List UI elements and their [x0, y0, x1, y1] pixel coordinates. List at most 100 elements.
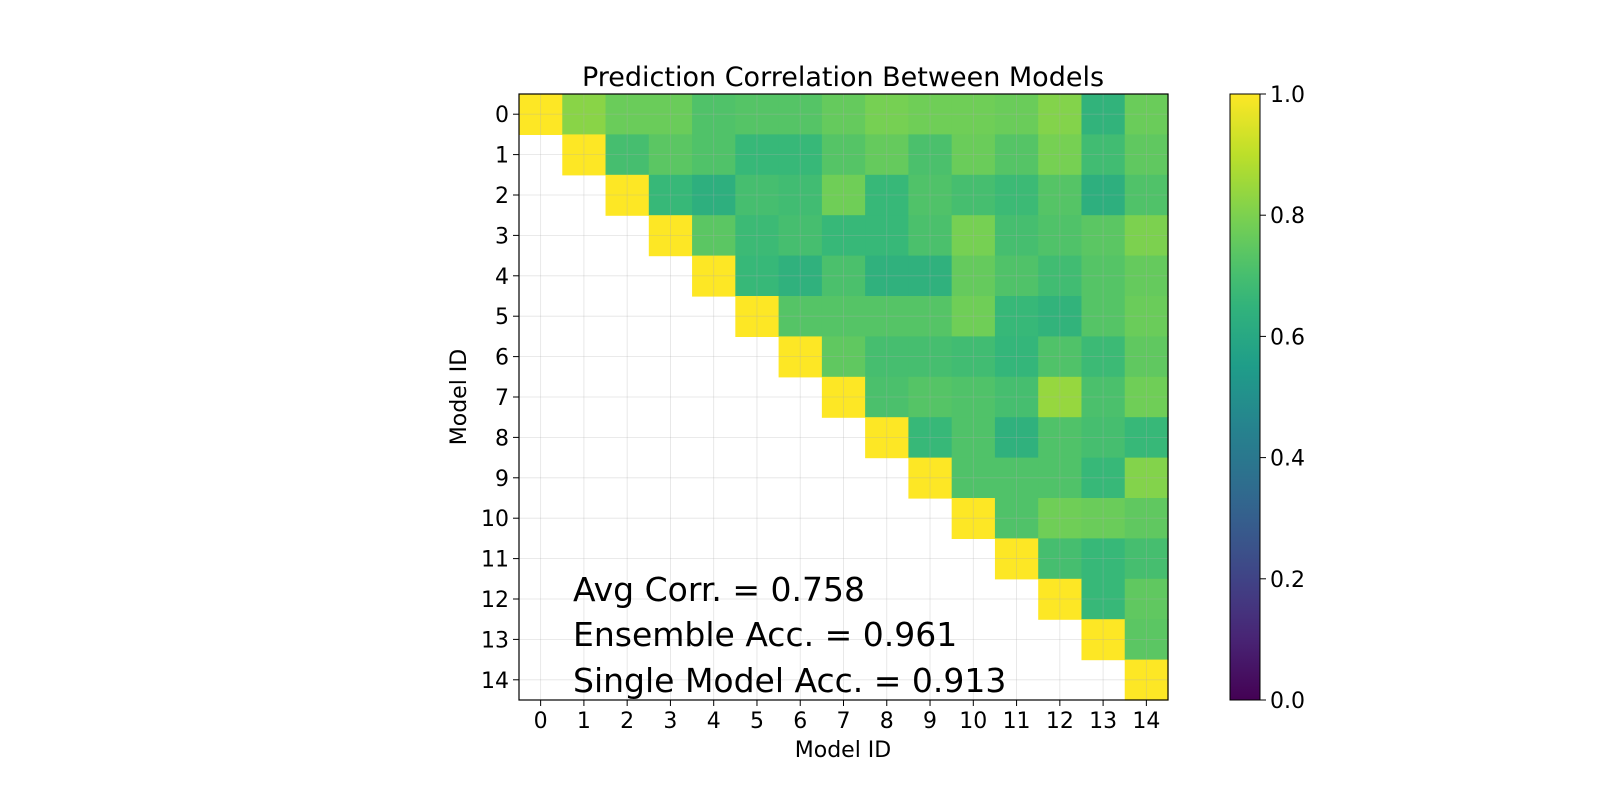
heatmap-cell-12-13: [1081, 578, 1126, 620]
heatmap-cell-2-4: [692, 174, 736, 216]
heatmap-cell-7-8: [865, 376, 909, 418]
heatmap-cell-4-4: [692, 255, 736, 297]
heatmap-cell-1-4: [692, 134, 736, 176]
ensemble-acc-annotation: Ensemble Acc. = 0.961: [573, 615, 957, 654]
heatmap-cell-5-10: [951, 296, 996, 337]
heatmap-cell-9-14: [1124, 457, 1169, 499]
y-tick-label-2: 2: [495, 184, 509, 209]
colorbar-tick-label-5: 1.0: [1270, 83, 1305, 108]
heatmap-cell-7-11: [994, 376, 1039, 418]
heatmap-cell-5-5: [735, 296, 780, 337]
heatmap-cell-3-9: [908, 215, 953, 257]
x-tick-label-0: 0: [534, 709, 548, 734]
heatmap-cell-0-11: [994, 94, 1039, 135]
y-tick-label-13: 13: [481, 628, 509, 653]
heatmap-cell-8-8: [865, 417, 909, 459]
x-tick-label-4: 4: [707, 709, 721, 734]
heatmap-cell-1-13: [1081, 134, 1126, 176]
heatmap-cell-4-10: [951, 255, 996, 297]
heatmap-cell-7-13: [1081, 376, 1126, 418]
heatmap-cell-0-8: [865, 94, 909, 135]
heatmap-cell-7-7: [821, 376, 866, 418]
colorbar-ticks: 0.0 0.2 0.4 0.6 0.8 1.0: [1260, 83, 1305, 714]
heatmap-cell-11-12: [1038, 538, 1083, 580]
x-tick-label-6: 6: [793, 709, 807, 734]
heatmap-cell-1-10: [951, 134, 996, 176]
colorbar-tick-label-3: 0.6: [1270, 325, 1305, 350]
heatmap-cell-3-14: [1124, 215, 1169, 257]
heatmap-cell-5-13: [1081, 296, 1126, 337]
heatmap-cell-7-14: [1124, 376, 1169, 418]
x-tick-label-8: 8: [880, 709, 894, 734]
heatmap-cell-10-12: [1038, 498, 1083, 539]
heatmap-cell-4-6: [778, 255, 823, 297]
x-tick-label-13: 13: [1089, 709, 1117, 734]
heatmap-cell-10-11: [994, 498, 1039, 539]
heatmap-cell-2-6: [778, 174, 823, 216]
y-tick-label-1: 1: [495, 144, 509, 169]
heatmap-cell-3-4: [692, 215, 736, 257]
heatmap-cell-9-10: [951, 457, 996, 499]
heatmap-cell-2-8: [865, 174, 909, 216]
heatmap-cell-1-11: [994, 134, 1039, 176]
heatmap-cell-12-12: [1038, 578, 1083, 620]
heatmap-cell-7-10: [951, 376, 996, 418]
x-tick-label-1: 1: [577, 709, 591, 734]
heatmap-cell-0-1: [562, 94, 607, 135]
heatmap-cell-1-3: [648, 134, 693, 176]
y-tick-label-14: 14: [481, 669, 509, 694]
x-tick-label-3: 3: [663, 709, 677, 734]
heatmap-cell-1-7: [821, 134, 866, 176]
heatmap-cell-3-13: [1081, 215, 1126, 257]
heatmap-cell-14-14: [1124, 659, 1169, 701]
heatmap-cell-6-9: [908, 336, 953, 378]
heatmap-cell-13-14: [1124, 619, 1169, 661]
heatmap-cell-11-13: [1081, 538, 1126, 580]
heatmap-cell-4-9: [908, 255, 953, 297]
heatmap-cell-5-11: [994, 296, 1039, 337]
heatmap-cell-0-7: [821, 94, 866, 135]
heatmap-cell-0-6: [778, 94, 823, 135]
x-tick-label-10: 10: [959, 709, 987, 734]
heatmap-cell-6-11: [994, 336, 1039, 378]
heatmap-cell-10-14: [1124, 498, 1169, 539]
y-tick-label-7: 7: [495, 386, 509, 411]
heatmap-cell-8-14: [1124, 417, 1169, 459]
heatmap-cell-1-8: [865, 134, 909, 176]
heatmap-cell-2-7: [821, 174, 866, 216]
heatmap-cell-12-14: [1124, 578, 1169, 620]
heatmap-cell-0-9: [908, 94, 953, 135]
heatmap-cell-5-6: [778, 296, 823, 337]
heatmap-cell-11-14: [1124, 538, 1169, 580]
y-axis-label: Model ID: [447, 349, 472, 445]
single-model-acc-annotation: Single Model Acc. = 0.913: [573, 661, 1006, 700]
x-tick-label-14: 14: [1132, 709, 1160, 734]
heatmap-cell-0-5: [735, 94, 780, 135]
heatmap-cell-3-11: [994, 215, 1039, 257]
heatmap-cell-2-14: [1124, 174, 1169, 216]
heatmap-cell-0-12: [1038, 94, 1083, 135]
heatmap-cell-0-13: [1081, 94, 1126, 135]
heatmap-cell-1-14: [1124, 134, 1169, 176]
heatmap-cell-10-13: [1081, 498, 1126, 539]
y-tick-label-10: 10: [481, 507, 509, 532]
heatmap-cell-1-2: [605, 134, 650, 176]
heatmap-cell-7-9: [908, 376, 953, 418]
heatmap-cell-4-13: [1081, 255, 1126, 297]
heatmap-cell-3-6: [778, 215, 823, 257]
heatmap-cell-0-10: [951, 94, 996, 135]
heatmap-cell-2-13: [1081, 174, 1126, 216]
heatmap-cell-1-9: [908, 134, 953, 176]
avg-corr-annotation: Avg Corr. = 0.758: [573, 570, 865, 609]
heatmap-cell-2-5: [735, 174, 780, 216]
heatmap-cell-6-8: [865, 336, 909, 378]
x-tick-label-2: 2: [620, 709, 634, 734]
x-tick-label-12: 12: [1046, 709, 1074, 734]
y-tick-label-6: 6: [495, 346, 509, 371]
heatmap-cell-9-9: [908, 457, 953, 499]
heatmap-cell-3-12: [1038, 215, 1083, 257]
heatmap-cell-3-7: [821, 215, 866, 257]
heatmap-cell-3-8: [865, 215, 909, 257]
heatmap-cell-2-12: [1038, 174, 1083, 216]
heatmap-cell-9-12: [1038, 457, 1083, 499]
